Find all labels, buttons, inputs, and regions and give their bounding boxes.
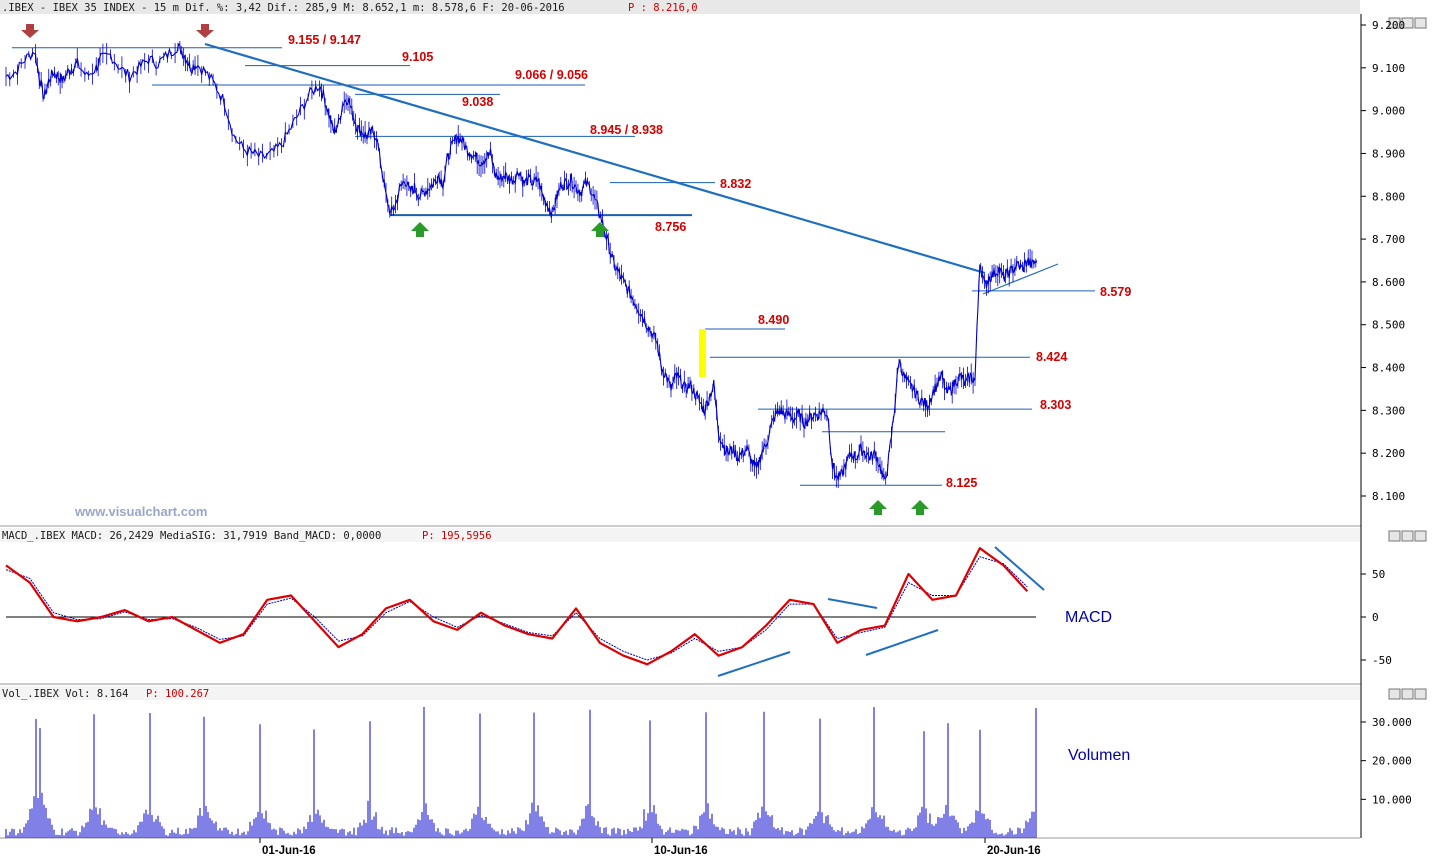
time-axis-labels: 01-Jun-16 10-Jun-16 20-Jun-16 <box>259 838 1041 857</box>
y-tick-label: 30.000 <box>1372 716 1412 729</box>
vol-header-text: Vol_.IBEX Vol: 8.164 <box>2 688 128 700</box>
channel-trendline <box>982 263 1059 295</box>
y-tick-label: 8.900 <box>1372 147 1405 160</box>
macd-header-text: MACD_.IBEX MACD: 26,2429 MediaSIG: 31,79… <box>2 530 381 542</box>
minimize-icon[interactable] <box>1388 17 1401 29</box>
y-tick-label: 8.600 <box>1372 276 1405 289</box>
level-label: 8.945 / 8.938 <box>590 123 663 137</box>
price-header-text: .IBEX - IBEX 35 INDEX - 15 m Dif. %: 3,4… <box>2 2 565 14</box>
level-labels: 9.155 / 9.147 9.105 9.066 / 9.056 9.038 8.94… <box>288 33 1131 490</box>
y-tick-label: 0 <box>1372 611 1379 624</box>
level-label: 9.105 <box>402 50 433 64</box>
y-tick-label: 10.000 <box>1372 793 1412 806</box>
volume-label: Volumen <box>1068 747 1130 764</box>
y-tick-label: 50 <box>1372 568 1385 581</box>
vol-header-strip <box>0 686 1360 700</box>
level-label: 8.424 <box>1036 350 1067 364</box>
y-tick-label: 8.700 <box>1372 233 1405 246</box>
level-label: 8.303 <box>1040 398 1071 412</box>
y-tick-label: 9.200 <box>1372 19 1405 32</box>
restore-icon[interactable] <box>1401 530 1414 542</box>
price-line <box>5 43 1038 481</box>
y-tick-label: 8.200 <box>1372 447 1405 460</box>
vol-panel-buttons[interactable] <box>1388 688 1427 700</box>
macd-header-p: P: 195,5956 <box>422 530 492 542</box>
minimize-icon[interactable] <box>1388 688 1401 700</box>
level-label: 9.155 / 9.147 <box>288 33 361 47</box>
macd-panel-buttons[interactable] <box>1388 530 1427 542</box>
macd-label: MACD <box>1065 609 1112 626</box>
restore-icon[interactable] <box>1401 17 1414 29</box>
y-tick-label: 8.500 <box>1372 319 1405 332</box>
y-tick-label: 8.100 <box>1372 490 1405 503</box>
price-axis: 9.200 9.100 9.000 8.900 8.800 8.700 8.600 8.500… <box>1361 19 1405 503</box>
close-icon[interactable] <box>1414 17 1427 29</box>
level-label: 9.066 / 9.056 <box>515 68 588 82</box>
arrow-up-icon <box>411 222 429 237</box>
restore-icon[interactable] <box>1401 688 1414 700</box>
y-tick-label: 9.000 <box>1372 105 1405 118</box>
macd-series <box>5 547 1029 666</box>
x-tick-label: 01-Jun-16 <box>262 845 316 857</box>
macd-header-strip <box>0 528 1360 542</box>
arrow-up-icon <box>591 222 609 237</box>
price-panel-buttons[interactable] <box>1388 17 1427 29</box>
x-tick-label: 20-Jun-16 <box>987 845 1041 857</box>
level-label: 8.756 <box>655 220 686 234</box>
y-tick-label: 8.300 <box>1372 404 1405 417</box>
level-label: 8.832 <box>720 177 751 191</box>
price-header-strip <box>0 0 1360 14</box>
vol-header-p: P: 100.267 <box>146 688 209 700</box>
close-icon[interactable] <box>1414 688 1427 700</box>
main-trendline <box>204 42 986 275</box>
y-tick-label: 9.100 <box>1372 62 1405 75</box>
watermark: www.visualchart.com <box>74 504 207 519</box>
level-label: 8.125 <box>946 476 977 490</box>
close-icon[interactable] <box>1414 530 1427 542</box>
y-tick-label: 8.400 <box>1372 362 1405 375</box>
minimize-icon[interactable] <box>1388 530 1401 542</box>
right-axis-panel <box>1361 14 1432 857</box>
level-label: 8.579 <box>1100 285 1131 299</box>
price-header-p: P : 8.216,0 <box>628 2 698 14</box>
support-resistance-lines <box>12 47 1095 486</box>
gap-highlight <box>699 329 706 377</box>
level-label: 8.490 <box>758 313 789 327</box>
arrow-down-icon <box>196 24 214 38</box>
macd-line <box>5 547 1029 666</box>
macd-divergence-lines <box>717 546 1045 677</box>
macd-axis: 50 0 -50 <box>1361 568 1392 667</box>
arrow-up-icon <box>911 500 929 515</box>
volume-bars <box>5 707 1037 838</box>
arrow-down-icon <box>21 24 39 38</box>
level-label: 9.038 <box>462 95 493 109</box>
x-tick-label: 10-Jun-16 <box>654 845 708 857</box>
arrow-up-icon <box>869 500 887 515</box>
y-tick-label: -50 <box>1372 654 1392 667</box>
y-tick-label: 20.000 <box>1372 755 1412 768</box>
y-tick-label: 8.800 <box>1372 190 1405 203</box>
volume-axis: 30.000 20.000 10.000 <box>1361 716 1412 806</box>
price-series <box>5 40 1038 489</box>
